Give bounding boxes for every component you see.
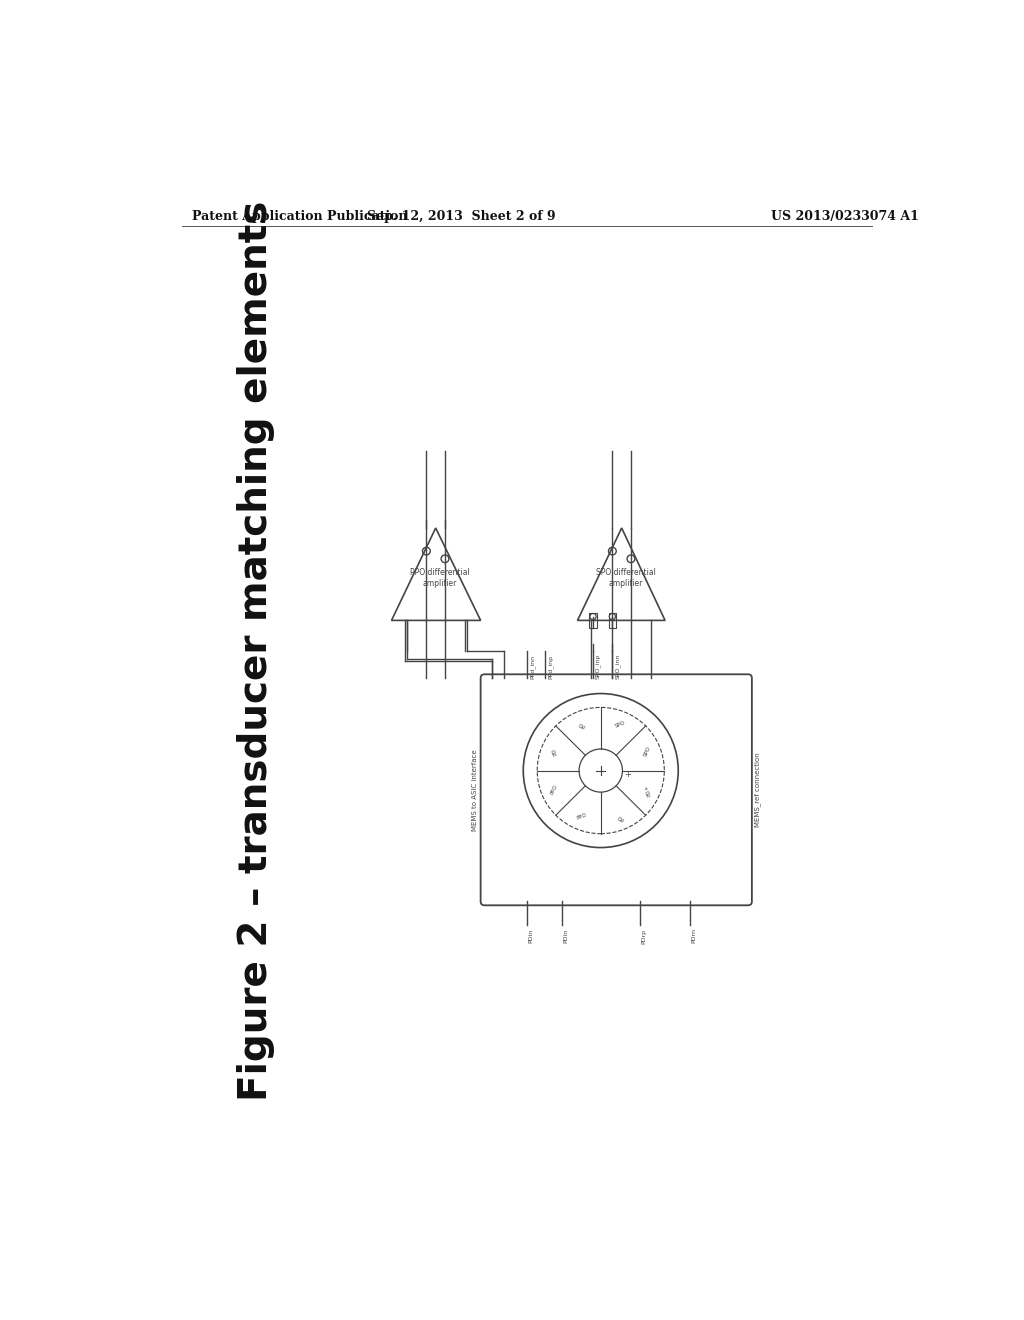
Text: SPO differential
amplifier: SPO differential amplifier bbox=[596, 568, 655, 589]
Text: PDin: PDin bbox=[563, 928, 568, 942]
Text: PD: PD bbox=[551, 747, 558, 756]
Text: PD+: PD+ bbox=[643, 783, 652, 796]
Text: PDrn: PDrn bbox=[691, 928, 696, 944]
Text: PD: PD bbox=[578, 721, 586, 729]
Text: PDrp: PDrp bbox=[641, 928, 646, 944]
Bar bbox=[608, 612, 616, 628]
Text: SPO_inp: SPO_inp bbox=[595, 653, 601, 680]
Bar bbox=[589, 612, 597, 628]
Text: PPd_inn: PPd_inn bbox=[529, 655, 536, 678]
Text: PD: PD bbox=[615, 813, 625, 821]
Text: PPO: PPO bbox=[575, 812, 588, 821]
Text: US 2013/0233074 A1: US 2013/0233074 A1 bbox=[771, 210, 920, 223]
Text: Figure 2 – transducer matching elements: Figure 2 – transducer matching elements bbox=[237, 201, 274, 1101]
Text: SPO: SPO bbox=[614, 719, 626, 729]
Text: PPd_inp: PPd_inp bbox=[547, 655, 553, 678]
Text: MEMS_ref connection: MEMS_ref connection bbox=[755, 752, 761, 828]
Text: Sep. 12, 2013  Sheet 2 of 9: Sep. 12, 2013 Sheet 2 of 9 bbox=[367, 210, 556, 223]
Text: Patent Application Publication: Patent Application Publication bbox=[191, 210, 408, 223]
Text: +: + bbox=[625, 770, 632, 779]
Text: MEMS to ASIC interface: MEMS to ASIC interface bbox=[472, 748, 478, 830]
Text: PPO: PPO bbox=[550, 784, 558, 796]
Text: SPO_inn: SPO_inn bbox=[614, 653, 621, 680]
Text: SPO: SPO bbox=[643, 746, 651, 758]
Text: PPO differential
amplifier: PPO differential amplifier bbox=[410, 568, 469, 589]
Text: PDin: PDin bbox=[528, 928, 534, 942]
